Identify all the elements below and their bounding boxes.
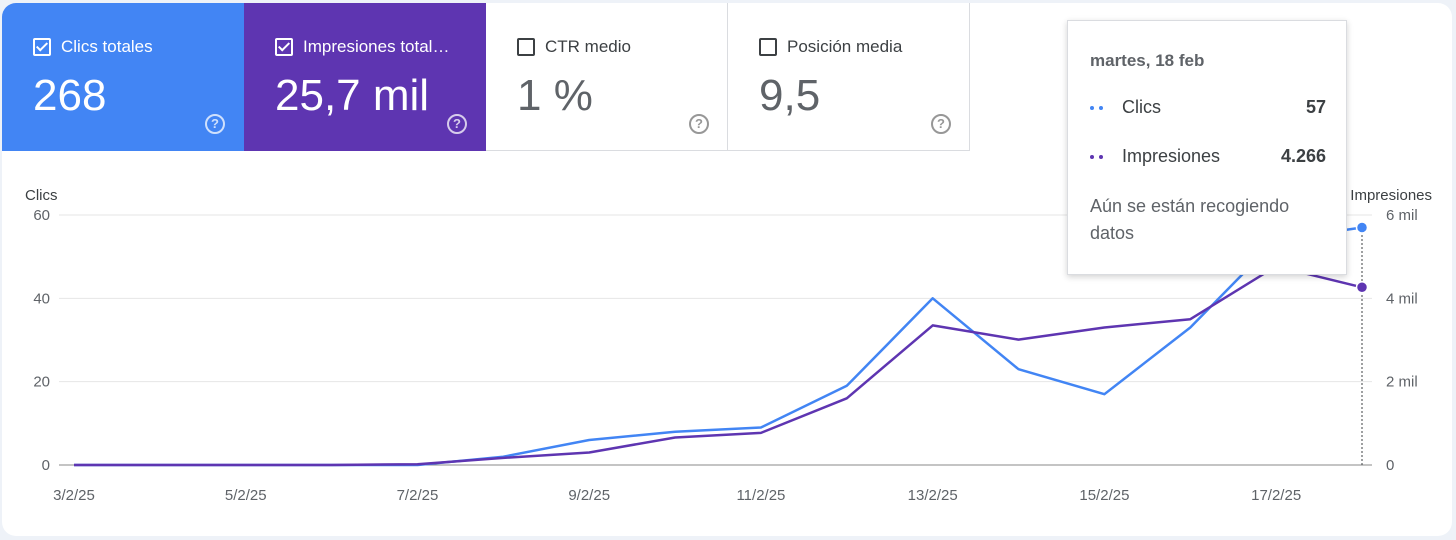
series-line-impressions (74, 265, 1363, 467)
help-icon[interactable]: ? (931, 114, 951, 134)
tooltip-row-clicks: Clics 57 (1090, 97, 1326, 118)
performance-line-chart[interactable]: 0 20 40 60 0 2 mil 4 mil 6 mil Clics Impresiones 3… (2, 3, 1452, 536)
x-tick-label: 13/2/25 (908, 487, 958, 504)
tooltip-row-value: 57 (1305, 97, 1326, 117)
metric-value: 25,7 mil (275, 71, 430, 120)
highlight-point-clicks (1355, 221, 1369, 234)
checkbox-checked-icon[interactable] (33, 38, 51, 56)
metric-label: Impresiones total… (303, 37, 450, 56)
tooltip-row-label: Clics (1122, 97, 1161, 117)
metric-label: Clics totales (61, 37, 153, 56)
chart-tooltip: martes, 18 feb Clics 57 Impresiones 4.26… (1067, 20, 1347, 275)
metric-value: 268 (33, 71, 107, 120)
y2-tick-label: 4 mil (1386, 290, 1418, 307)
metric-average-ctr[interactable]: CTR medio 1 % ? (486, 3, 728, 151)
tooltip-note: Aún se están recogiendo datos (1090, 196, 1290, 243)
metric-label: Posición media (787, 37, 903, 56)
metric-value: 1 % (517, 71, 593, 120)
y2-tick-label: 2 mil (1386, 374, 1418, 391)
x-tick-label: 3/2/25 (53, 487, 95, 504)
tooltip-date: martes, 18 feb (1090, 51, 1205, 70)
highlight-point-impressions (1355, 281, 1369, 294)
metric-total-impressions[interactable]: Impresiones total… 25,7 mil ? (244, 3, 486, 151)
x-tick-label: 17/2/25 (1251, 487, 1301, 504)
checkbox-unchecked-icon[interactable] (517, 38, 535, 56)
tooltip-row-value: 4.266 (1280, 146, 1326, 166)
help-icon[interactable]: ? (689, 114, 709, 134)
metric-average-position[interactable]: Posición media 9,5 ? (728, 3, 970, 151)
series-dot-icon (1090, 154, 1104, 160)
y2-tick-label: 6 mil (1386, 207, 1418, 224)
y-tick-label: 60 (33, 207, 50, 224)
y-tick-label: 40 (33, 290, 50, 307)
help-icon[interactable]: ? (205, 114, 225, 134)
metric-total-clicks[interactable]: Clics totales 268 ? (2, 3, 244, 151)
y2-tick-label: 0 (1386, 457, 1394, 474)
series-dot-icon (1090, 105, 1104, 111)
tooltip-row-impressions: Impresiones 4.266 (1090, 146, 1326, 167)
y2-axis-title: Impresiones (1350, 187, 1432, 204)
metric-value: 9,5 (759, 71, 821, 120)
checkbox-unchecked-icon[interactable] (759, 38, 777, 56)
y-tick-label: 20 (33, 374, 50, 391)
tooltip-row-label: Impresiones (1122, 146, 1221, 166)
y-tick-label: 0 (42, 457, 50, 474)
checkbox-checked-icon[interactable] (275, 38, 293, 56)
x-tick-label: 5/2/25 (225, 487, 267, 504)
help-icon[interactable]: ? (447, 114, 467, 134)
x-tick-label: 15/2/25 (1079, 487, 1129, 504)
metric-cards: Clics totales 268 ? Impresiones total… 2… (2, 3, 970, 151)
x-tick-label: 11/2/25 (736, 487, 785, 504)
x-tick-label: 9/2/25 (568, 487, 610, 504)
y-axis-title: Clics (25, 187, 58, 204)
performance-card: Clics totales 268 ? Impresiones total… 2… (2, 3, 1452, 536)
metric-label: CTR medio (545, 37, 631, 56)
x-tick-label: 7/2/25 (397, 487, 439, 504)
